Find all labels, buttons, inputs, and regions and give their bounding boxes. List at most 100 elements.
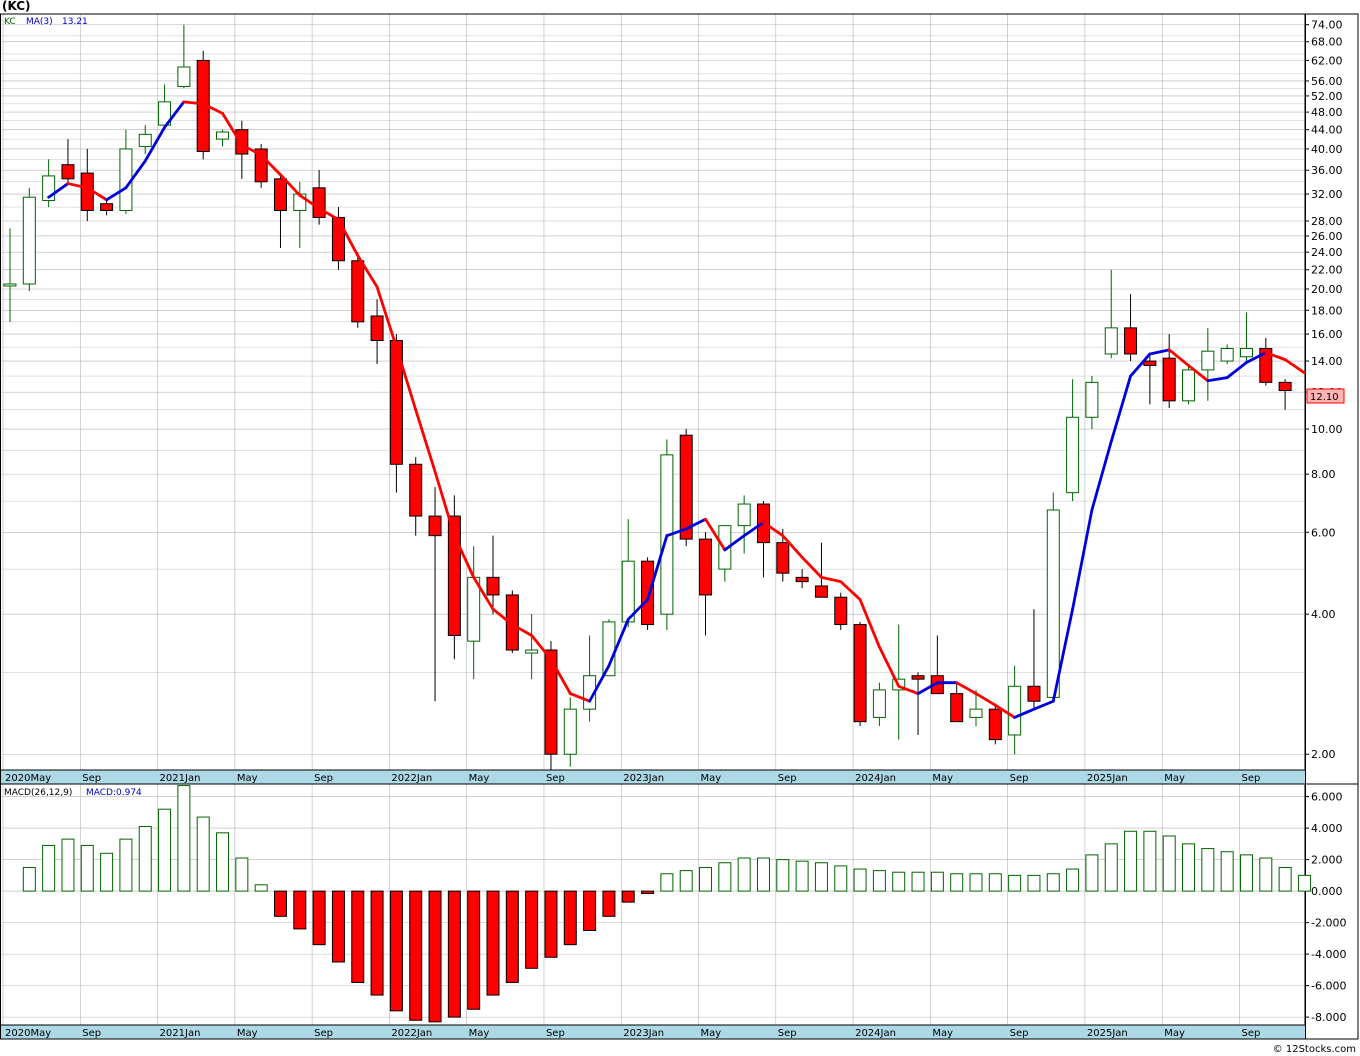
price-grid (0, 14, 1305, 770)
macd-bar (1162, 835, 1176, 892)
candle-body (1066, 416, 1080, 494)
ma-segment (1032, 699, 1055, 711)
macd-bar (1297, 874, 1311, 892)
macd-bar (737, 857, 751, 892)
macd-x-label: Sep (314, 1028, 333, 1039)
candle-body (505, 594, 519, 651)
macd-bar (660, 873, 674, 892)
macd-bar (1239, 854, 1253, 892)
macd-axis-frame (1304, 783, 1359, 1040)
ma-segment (588, 664, 611, 703)
macd-bar (80, 844, 94, 892)
macd-bar (138, 826, 152, 892)
ma-segment (723, 534, 746, 552)
macd-x-label: May (469, 1028, 490, 1039)
macd-bar (911, 871, 925, 892)
macd-bar (351, 890, 365, 983)
candle-body (1104, 327, 1118, 355)
candle-body (409, 463, 423, 517)
last-price-box (1306, 388, 1345, 404)
moving-average-line (47, 100, 1306, 719)
macd-tick-label: 0.000 (1311, 885, 1343, 898)
ma-segment (1013, 707, 1036, 719)
price-tick-label: 40.00 (1311, 143, 1343, 156)
ma-segment (1148, 348, 1171, 356)
macd-bar (235, 857, 249, 892)
price-x-label: Sep (314, 773, 333, 784)
macd-tick-label: 4.000 (1311, 822, 1343, 835)
ma-segment (858, 598, 881, 649)
ma-segment (1225, 361, 1248, 379)
candle-body (1124, 327, 1138, 355)
candle-body (389, 339, 403, 465)
ma-segment (85, 186, 108, 202)
macd-x-label: May (237, 1028, 258, 1039)
last-price-label: 12.10 (1310, 392, 1339, 403)
macd-bar (872, 870, 886, 892)
ma-segment (337, 218, 360, 257)
price-y-axis: 74.00 68.00 62.00 56.00 52.00 48.00 44.00 40.00… (1305, 19, 1343, 761)
macd-tick-label: -4.000 (1311, 948, 1346, 961)
candle-body (273, 178, 287, 211)
candle-body (22, 196, 36, 285)
price-tick-label: 44.00 (1311, 124, 1343, 137)
macd-x-label: Sep (546, 1028, 565, 1039)
price-x-label: 2022Jan (391, 773, 432, 784)
ma-segment (317, 207, 340, 221)
price-tick-label: 24.00 (1311, 246, 1343, 259)
ma-segment (1051, 607, 1074, 703)
macd-x-label: May (932, 1028, 953, 1039)
candle-body (100, 203, 114, 211)
candle-body (969, 708, 983, 718)
ma-segment (955, 681, 978, 696)
macd-bar (1143, 830, 1157, 892)
macd-bar (602, 890, 616, 917)
candle-body (563, 708, 577, 755)
macd-x-label: Sep (1241, 1028, 1260, 1039)
legend-symbol: KC (4, 17, 16, 27)
ticker-symbol: (KC) (2, 0, 31, 13)
macd-bar (42, 844, 56, 892)
ma-segment (47, 182, 70, 199)
ma-segment (491, 607, 514, 626)
candle-body (1027, 685, 1041, 702)
candles (3, 24, 1292, 770)
price-x-label: May (932, 773, 953, 784)
ma-segment (549, 657, 572, 696)
candle-body (1239, 347, 1253, 358)
macd-bar (892, 871, 906, 892)
ma-segment (993, 703, 1017, 719)
candle-body (950, 693, 964, 723)
macd-legend-value: MACD:0.974 (86, 788, 142, 798)
price-tick-label: 56.00 (1311, 75, 1343, 88)
candle-body (177, 66, 191, 87)
ma-segment (105, 186, 128, 202)
ma-segment (974, 692, 997, 707)
candle-body (3, 283, 17, 287)
candle-body (138, 133, 152, 147)
candle-body (1201, 350, 1215, 371)
price-tick-label: 36.00 (1311, 164, 1343, 177)
candle-body (1008, 685, 1022, 736)
macd-bar (544, 890, 558, 958)
macd-x-label: Sep (82, 1028, 101, 1039)
macd-bar (718, 862, 732, 892)
candle-body (853, 624, 867, 723)
candle-body (235, 129, 249, 155)
ma-segment (820, 575, 843, 584)
ma-segment (221, 111, 244, 147)
macd-tick-label: 2.000 (1311, 854, 1343, 867)
candle-body (988, 708, 1002, 741)
macd-bar (158, 808, 172, 892)
macd-bar (409, 890, 423, 1021)
candle-body (911, 675, 925, 680)
ma-segment (66, 182, 89, 190)
ma-segment (452, 534, 476, 579)
macd-bar (814, 862, 828, 892)
candle-body (331, 216, 345, 262)
ma-segment (762, 521, 785, 538)
ma-segment (646, 534, 669, 601)
candle-body (1162, 357, 1176, 402)
price-x-label: Sep (546, 773, 565, 784)
macd-bar (428, 890, 442, 1023)
